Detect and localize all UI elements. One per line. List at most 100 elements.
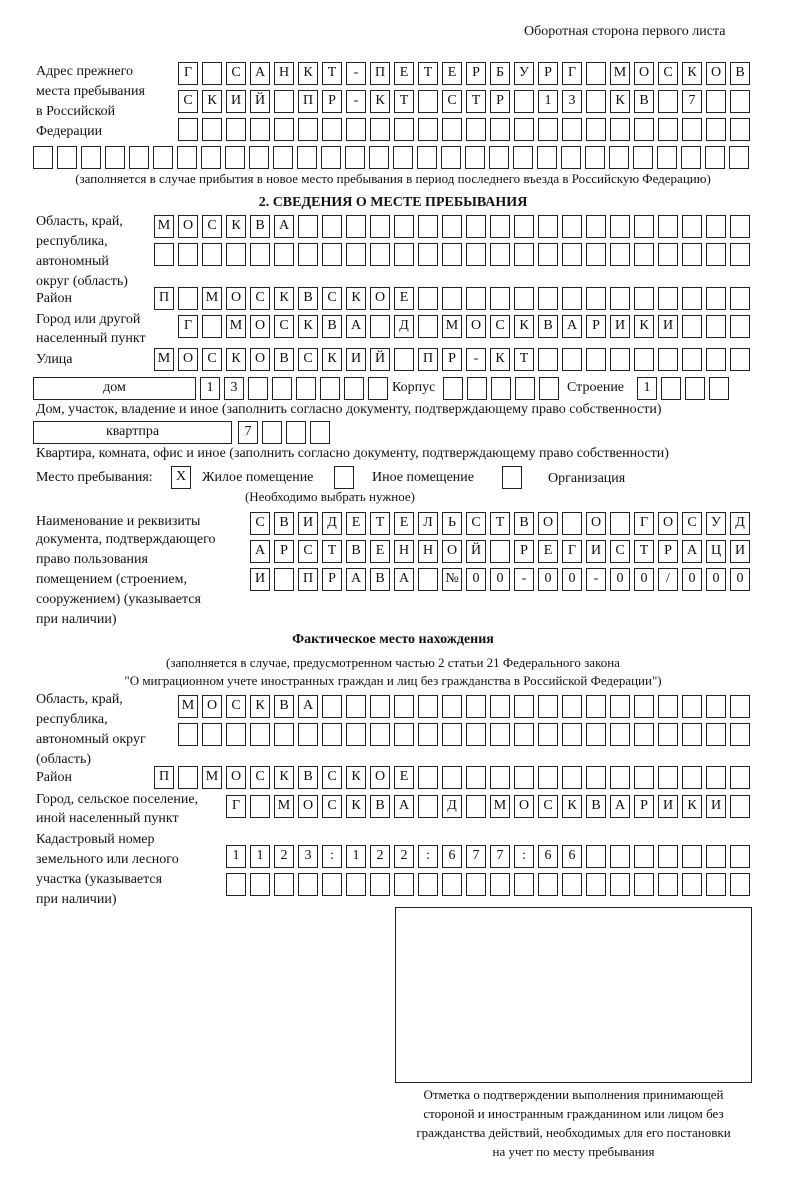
char-cell[interactable] [490,695,510,718]
char-cell[interactable]: 2 [394,845,414,868]
char-cell[interactable]: Д [394,315,414,338]
char-cell[interactable] [682,873,702,896]
char-cell[interactable]: Й [250,90,270,113]
char-cell[interactable]: О [298,795,318,818]
char-cell[interactable]: 0 [490,568,510,591]
char-cell[interactable]: 0 [682,568,702,591]
char-cell[interactable]: М [490,795,510,818]
char-cell[interactable]: П [418,348,438,371]
char-cell[interactable]: 7 [466,845,486,868]
char-cell[interactable] [610,348,630,371]
char-cell[interactable]: Е [346,512,366,535]
char-cell[interactable] [706,348,726,371]
option-checkbox-residential[interactable]: X [171,466,191,489]
char-cell[interactable]: 0 [730,568,750,591]
char-cell[interactable] [706,90,726,113]
char-cell[interactable] [466,215,486,238]
char-cell[interactable]: 7 [490,845,510,868]
char-cell[interactable] [729,146,749,169]
char-cell[interactable] [705,146,725,169]
char-cell[interactable]: К [250,695,270,718]
char-cell[interactable]: П [154,287,174,310]
char-cell[interactable] [466,287,486,310]
char-cell[interactable] [634,287,654,310]
char-cell[interactable] [346,723,366,746]
char-cell[interactable] [658,695,678,718]
char-cell[interactable]: К [202,90,222,113]
char-cell[interactable] [466,695,486,718]
char-cell[interactable] [178,766,198,789]
char-cell[interactable]: О [178,348,198,371]
char-cell[interactable] [418,287,438,310]
char-cell[interactable] [465,146,485,169]
char-cell[interactable]: С [274,315,294,338]
char-cell[interactable] [442,287,462,310]
char-cell[interactable] [467,377,487,400]
char-cell[interactable] [730,795,750,818]
char-cell[interactable]: Г [178,315,198,338]
char-cell[interactable] [514,873,534,896]
char-cell[interactable] [250,118,270,141]
char-cell[interactable]: К [274,287,294,310]
char-cell[interactable] [394,118,414,141]
char-cell[interactable]: 1 [637,377,657,400]
char-cell[interactable] [443,377,463,400]
char-cell[interactable] [490,540,510,563]
char-cell[interactable]: - [466,348,486,371]
char-cell[interactable] [442,695,462,718]
char-cell[interactable] [248,377,268,400]
char-cell[interactable] [586,348,606,371]
char-cell[interactable]: К [298,315,318,338]
char-cell[interactable] [81,146,101,169]
char-cell[interactable]: Т [418,62,438,85]
char-cell[interactable] [537,146,557,169]
char-cell[interactable] [262,421,282,444]
char-cell[interactable] [682,348,702,371]
char-cell[interactable]: № [442,568,462,591]
char-cell[interactable]: С [298,540,318,563]
char-cell[interactable]: В [514,512,534,535]
char-cell[interactable] [489,146,509,169]
char-cell[interactable]: С [466,512,486,535]
char-cell[interactable]: Д [730,512,750,535]
char-cell[interactable]: К [346,795,366,818]
char-cell[interactable] [344,377,364,400]
char-cell[interactable] [586,287,606,310]
char-cell[interactable] [609,146,629,169]
char-cell[interactable] [610,766,630,789]
char-cell[interactable]: С [202,215,222,238]
char-cell[interactable] [730,315,750,338]
char-cell[interactable] [250,795,270,818]
char-cell[interactable] [562,873,582,896]
char-cell[interactable] [202,315,222,338]
char-cell[interactable]: Т [634,540,654,563]
char-cell[interactable]: О [250,315,270,338]
char-cell[interactable] [298,118,318,141]
house-type-field[interactable]: дом [33,377,196,400]
char-cell[interactable] [249,146,269,169]
char-cell[interactable]: 2 [274,845,294,868]
char-cell[interactable]: : [514,845,534,868]
char-cell[interactable]: 1 [346,845,366,868]
char-cell[interactable]: С [250,512,270,535]
char-cell[interactable] [634,766,654,789]
char-cell[interactable] [225,146,245,169]
char-cell[interactable]: П [154,766,174,789]
char-cell[interactable]: В [634,90,654,113]
char-cell[interactable]: 6 [442,845,462,868]
char-cell[interactable]: 1 [538,90,558,113]
char-cell[interactable] [490,723,510,746]
char-cell[interactable] [370,215,390,238]
char-cell[interactable] [709,377,729,400]
char-cell[interactable]: В [730,62,750,85]
char-cell[interactable]: О [370,287,390,310]
char-cell[interactable] [201,146,221,169]
char-cell[interactable] [274,873,294,896]
char-cell[interactable]: А [682,540,702,563]
char-cell[interactable] [153,146,173,169]
char-cell[interactable] [322,243,342,266]
char-cell[interactable] [730,873,750,896]
char-cell[interactable] [586,62,606,85]
char-cell[interactable] [610,512,630,535]
char-cell[interactable]: Р [634,795,654,818]
